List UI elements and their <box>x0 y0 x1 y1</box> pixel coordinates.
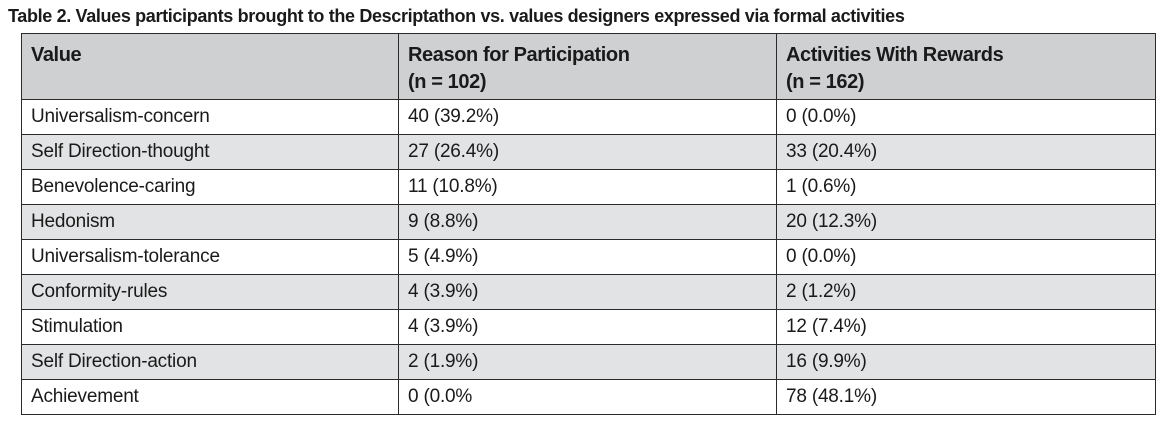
cell-value: Benevolence-caring <box>21 169 399 205</box>
column-header-count: (n = 102) <box>408 71 487 93</box>
cell-activities: 16 (9.9%) <box>776 344 1156 380</box>
table-row: Benevolence-caring 11 (10.8%) 1 (0.6%) <box>21 169 1156 205</box>
column-header-reason: Reason for Participation (n = 102) <box>398 33 777 100</box>
cell-reason: 4 (3.9%) <box>398 274 777 310</box>
cell-reason: 4 (3.9%) <box>398 309 777 345</box>
column-header-count: (n = 162) <box>786 71 865 93</box>
column-header-title: Activities With Rewards <box>786 44 1004 66</box>
cell-reason: 0 (0.0% <box>398 379 777 415</box>
cell-activities: 12 (7.4%) <box>776 309 1156 345</box>
cell-value: Self Direction-action <box>21 344 399 380</box>
cell-reason: 11 (10.8%) <box>398 169 777 205</box>
cell-activities: 20 (12.3%) <box>776 204 1156 240</box>
cell-reason: 40 (39.2%) <box>398 99 777 135</box>
table-row: Achievement 0 (0.0% 78 (48.1%) <box>21 379 1156 415</box>
values-table: Value Reason for Participation (n = 102)… <box>21 33 1156 415</box>
cell-value: Conformity-rules <box>21 274 399 310</box>
cell-reason: 5 (4.9%) <box>398 239 777 275</box>
cell-activities: 0 (0.0%) <box>776 239 1156 275</box>
table-row: Self Direction-thought 27 (26.4%) 33 (20… <box>21 134 1156 170</box>
column-header-value: Value <box>21 33 399 100</box>
cell-value: Stimulation <box>21 309 399 345</box>
table-row: Universalism-concern 40 (39.2%) 0 (0.0%) <box>21 99 1156 135</box>
cell-reason: 27 (26.4%) <box>398 134 777 170</box>
column-header-title: Value <box>31 44 82 66</box>
table-caption: Table 2. Values participants brought to … <box>8 6 905 26</box>
column-header-activities: Activities With Rewards (n = 162) <box>776 33 1156 100</box>
cell-activities: 2 (1.2%) <box>776 274 1156 310</box>
cell-reason: 2 (1.9%) <box>398 344 777 380</box>
table-header-row: Value Reason for Participation (n = 102)… <box>21 33 1156 100</box>
table-row: Universalism-tolerance 5 (4.9%) 0 (0.0%) <box>21 239 1156 275</box>
cell-reason: 9 (8.8%) <box>398 204 777 240</box>
cell-value: Universalism-concern <box>21 99 399 135</box>
cell-value: Achievement <box>21 379 399 415</box>
table-row: Hedonism 9 (8.8%) 20 (12.3%) <box>21 204 1156 240</box>
cell-activities: 33 (20.4%) <box>776 134 1156 170</box>
cell-value: Self Direction-thought <box>21 134 399 170</box>
cell-value: Hedonism <box>21 204 399 240</box>
cell-activities: 0 (0.0%) <box>776 99 1156 135</box>
cell-value: Universalism-tolerance <box>21 239 399 275</box>
cell-activities: 1 (0.6%) <box>776 169 1156 205</box>
table-row: Conformity-rules 4 (3.9%) 2 (1.2%) <box>21 274 1156 310</box>
cell-activities: 78 (48.1%) <box>776 379 1156 415</box>
table-row: Stimulation 4 (3.9%) 12 (7.4%) <box>21 309 1156 345</box>
table-row: Self Direction-action 2 (1.9%) 16 (9.9%) <box>21 344 1156 380</box>
column-header-title: Reason for Participation <box>408 44 630 66</box>
